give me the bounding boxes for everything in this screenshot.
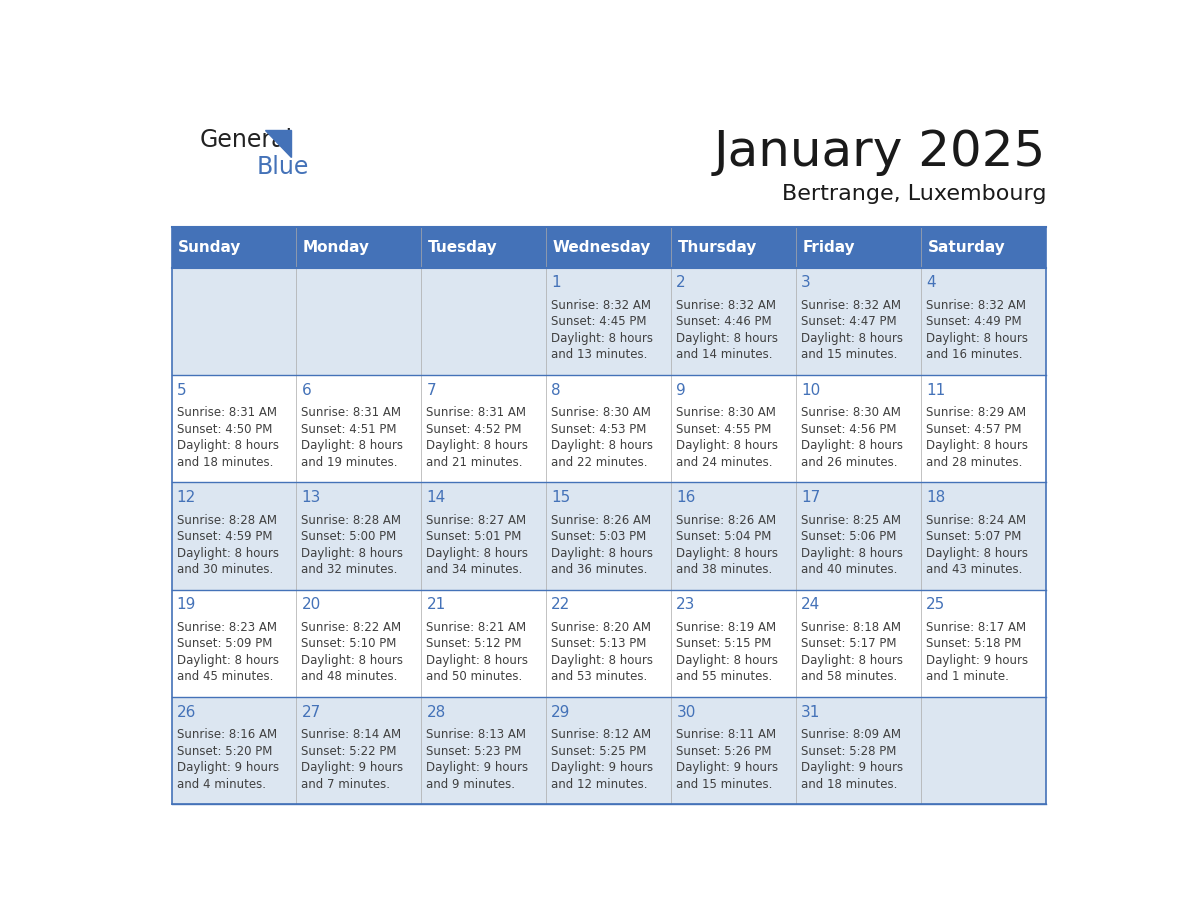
Text: Sunrise: 8:30 AM
Sunset: 4:56 PM
Daylight: 8 hours
and 26 minutes.: Sunrise: 8:30 AM Sunset: 4:56 PM Dayligh… [801,406,903,469]
Text: 21: 21 [426,598,446,612]
Text: Sunrise: 8:32 AM
Sunset: 4:46 PM
Daylight: 8 hours
and 14 minutes.: Sunrise: 8:32 AM Sunset: 4:46 PM Dayligh… [676,299,778,362]
Text: Tuesday: Tuesday [428,240,498,255]
Polygon shape [265,130,291,157]
Text: Sunrise: 8:25 AM
Sunset: 5:06 PM
Daylight: 8 hours
and 40 minutes.: Sunrise: 8:25 AM Sunset: 5:06 PM Dayligh… [801,513,903,576]
Text: 13: 13 [302,490,321,505]
Bar [546,227,671,268]
Text: 19: 19 [177,598,196,612]
Text: 12: 12 [177,490,196,505]
Bar [171,697,1047,804]
Text: Sunrise: 8:22 AM
Sunset: 5:10 PM
Daylight: 8 hours
and 48 minutes.: Sunrise: 8:22 AM Sunset: 5:10 PM Dayligh… [302,621,404,683]
Text: 1: 1 [551,275,561,290]
Text: Sunrise: 8:13 AM
Sunset: 5:23 PM
Daylight: 9 hours
and 9 minutes.: Sunrise: 8:13 AM Sunset: 5:23 PM Dayligh… [426,728,529,790]
Text: Saturday: Saturday [928,240,1005,255]
Text: 15: 15 [551,490,570,505]
Text: Monday: Monday [303,240,369,255]
Text: Sunrise: 8:24 AM
Sunset: 5:07 PM
Daylight: 8 hours
and 43 minutes.: Sunrise: 8:24 AM Sunset: 5:07 PM Dayligh… [927,513,1029,576]
Text: Sunrise: 8:23 AM
Sunset: 5:09 PM
Daylight: 8 hours
and 45 minutes.: Sunrise: 8:23 AM Sunset: 5:09 PM Dayligh… [177,621,278,683]
Text: 24: 24 [801,598,821,612]
Text: Sunrise: 8:30 AM
Sunset: 4:53 PM
Daylight: 8 hours
and 22 minutes.: Sunrise: 8:30 AM Sunset: 4:53 PM Dayligh… [551,406,653,469]
Bar [171,375,1047,482]
Text: Sunrise: 8:09 AM
Sunset: 5:28 PM
Daylight: 9 hours
and 18 minutes.: Sunrise: 8:09 AM Sunset: 5:28 PM Dayligh… [801,728,903,790]
Text: 25: 25 [927,598,946,612]
Text: Sunrise: 8:16 AM
Sunset: 5:20 PM
Daylight: 9 hours
and 4 minutes.: Sunrise: 8:16 AM Sunset: 5:20 PM Dayligh… [177,728,279,790]
Text: 22: 22 [551,598,570,612]
Bar [171,482,1047,589]
Text: Sunrise: 8:30 AM
Sunset: 4:55 PM
Daylight: 8 hours
and 24 minutes.: Sunrise: 8:30 AM Sunset: 4:55 PM Dayligh… [676,406,778,469]
Text: Sunrise: 8:19 AM
Sunset: 5:15 PM
Daylight: 8 hours
and 55 minutes.: Sunrise: 8:19 AM Sunset: 5:15 PM Dayligh… [676,621,778,683]
Text: General: General [200,128,292,151]
Text: 7: 7 [426,383,436,397]
Text: Bertrange, Luxembourg: Bertrange, Luxembourg [782,185,1047,205]
Text: January 2025: January 2025 [714,128,1047,176]
Text: 31: 31 [801,704,821,720]
Text: Sunrise: 8:32 AM
Sunset: 4:45 PM
Daylight: 8 hours
and 13 minutes.: Sunrise: 8:32 AM Sunset: 4:45 PM Dayligh… [551,299,653,362]
Text: 14: 14 [426,490,446,505]
Text: Sunrise: 8:17 AM
Sunset: 5:18 PM
Daylight: 9 hours
and 1 minute.: Sunrise: 8:17 AM Sunset: 5:18 PM Dayligh… [927,621,1029,683]
Text: 17: 17 [801,490,821,505]
Text: Sunrise: 8:31 AM
Sunset: 4:51 PM
Daylight: 8 hours
and 19 minutes.: Sunrise: 8:31 AM Sunset: 4:51 PM Dayligh… [302,406,404,469]
Text: Blue: Blue [257,155,309,179]
Text: Sunrise: 8:21 AM
Sunset: 5:12 PM
Daylight: 8 hours
and 50 minutes.: Sunrise: 8:21 AM Sunset: 5:12 PM Dayligh… [426,621,529,683]
Text: Friday: Friday [803,240,855,255]
Text: Sunrise: 8:20 AM
Sunset: 5:13 PM
Daylight: 8 hours
and 53 minutes.: Sunrise: 8:20 AM Sunset: 5:13 PM Dayligh… [551,621,653,683]
Text: Sunrise: 8:29 AM
Sunset: 4:57 PM
Daylight: 8 hours
and 28 minutes.: Sunrise: 8:29 AM Sunset: 4:57 PM Dayligh… [927,406,1029,469]
Text: Sunrise: 8:31 AM
Sunset: 4:52 PM
Daylight: 8 hours
and 21 minutes.: Sunrise: 8:31 AM Sunset: 4:52 PM Dayligh… [426,406,529,469]
Text: 10: 10 [801,383,821,397]
Text: Sunrise: 8:27 AM
Sunset: 5:01 PM
Daylight: 8 hours
and 34 minutes.: Sunrise: 8:27 AM Sunset: 5:01 PM Dayligh… [426,513,529,576]
Text: Sunrise: 8:26 AM
Sunset: 5:04 PM
Daylight: 8 hours
and 38 minutes.: Sunrise: 8:26 AM Sunset: 5:04 PM Dayligh… [676,513,778,576]
Text: Sunrise: 8:28 AM
Sunset: 5:00 PM
Daylight: 8 hours
and 32 minutes.: Sunrise: 8:28 AM Sunset: 5:00 PM Dayligh… [302,513,404,576]
Text: Sunrise: 8:26 AM
Sunset: 5:03 PM
Daylight: 8 hours
and 36 minutes.: Sunrise: 8:26 AM Sunset: 5:03 PM Dayligh… [551,513,653,576]
Text: Sunrise: 8:12 AM
Sunset: 5:25 PM
Daylight: 9 hours
and 12 minutes.: Sunrise: 8:12 AM Sunset: 5:25 PM Dayligh… [551,728,653,790]
Text: Sunrise: 8:32 AM
Sunset: 4:47 PM
Daylight: 8 hours
and 15 minutes.: Sunrise: 8:32 AM Sunset: 4:47 PM Dayligh… [801,299,903,362]
Text: Sunrise: 8:31 AM
Sunset: 4:50 PM
Daylight: 8 hours
and 18 minutes.: Sunrise: 8:31 AM Sunset: 4:50 PM Dayligh… [177,406,278,469]
Text: 27: 27 [302,704,321,720]
Text: 11: 11 [927,383,946,397]
Text: 18: 18 [927,490,946,505]
Text: 29: 29 [551,704,570,720]
Text: 23: 23 [676,598,696,612]
Text: 20: 20 [302,598,321,612]
Text: 5: 5 [177,383,187,397]
Bar [297,227,422,268]
Text: 16: 16 [676,490,696,505]
Bar [422,227,546,268]
Text: Sunday: Sunday [178,240,241,255]
Bar [171,589,1047,697]
Text: 4: 4 [927,275,936,290]
Text: Sunrise: 8:32 AM
Sunset: 4:49 PM
Daylight: 8 hours
and 16 minutes.: Sunrise: 8:32 AM Sunset: 4:49 PM Dayligh… [927,299,1029,362]
Bar [171,227,297,268]
Text: 8: 8 [551,383,561,397]
Text: Sunrise: 8:11 AM
Sunset: 5:26 PM
Daylight: 9 hours
and 15 minutes.: Sunrise: 8:11 AM Sunset: 5:26 PM Dayligh… [676,728,778,790]
Text: 26: 26 [177,704,196,720]
Text: 2: 2 [676,275,685,290]
Text: Sunrise: 8:18 AM
Sunset: 5:17 PM
Daylight: 8 hours
and 58 minutes.: Sunrise: 8:18 AM Sunset: 5:17 PM Dayligh… [801,621,903,683]
Text: 9: 9 [676,383,687,397]
Text: 6: 6 [302,383,311,397]
Text: Sunrise: 8:14 AM
Sunset: 5:22 PM
Daylight: 9 hours
and 7 minutes.: Sunrise: 8:14 AM Sunset: 5:22 PM Dayligh… [302,728,404,790]
Bar [171,268,1047,375]
Text: 28: 28 [426,704,446,720]
Bar [921,227,1047,268]
Text: Thursday: Thursday [677,240,757,255]
Bar [796,227,921,268]
Text: Wednesday: Wednesday [552,240,651,255]
Text: Sunrise: 8:28 AM
Sunset: 4:59 PM
Daylight: 8 hours
and 30 minutes.: Sunrise: 8:28 AM Sunset: 4:59 PM Dayligh… [177,513,278,576]
Bar [671,227,796,268]
Text: 3: 3 [801,275,811,290]
Text: 30: 30 [676,704,696,720]
